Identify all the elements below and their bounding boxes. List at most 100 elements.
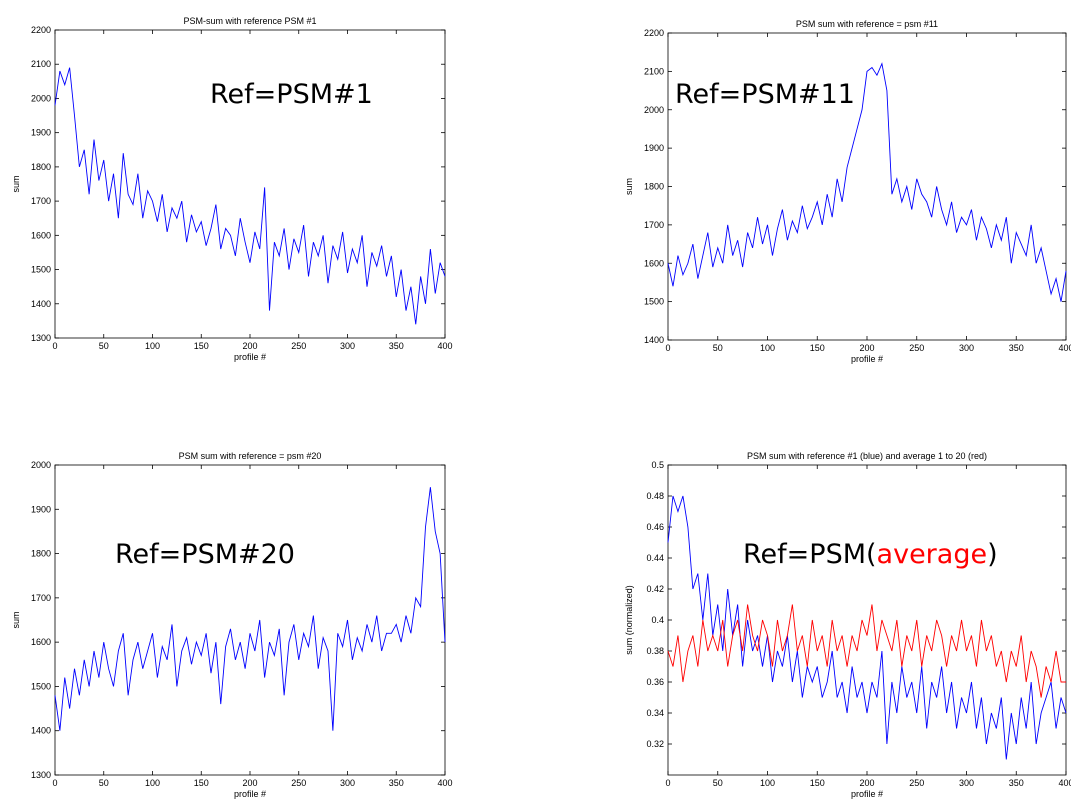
y-tick-label: 1400 <box>31 299 51 309</box>
data-line <box>54 487 446 731</box>
y-tick-label: 1900 <box>31 128 51 138</box>
y-axis-label: sum <box>11 175 21 192</box>
y-tick-label: 0.42 <box>646 584 664 594</box>
x-axis-label: profile # <box>851 354 883 364</box>
x-axis-label: profile # <box>234 789 266 799</box>
x-tick-label: 100 <box>760 778 775 788</box>
x-tick-label: 300 <box>340 778 355 788</box>
y-tick-label: 2000 <box>644 105 664 115</box>
y-tick-label: 1700 <box>31 593 51 603</box>
y-tick-label: 1300 <box>31 333 51 343</box>
y-axis-label: sum <box>11 611 21 628</box>
y-tick-label: 0.4 <box>651 615 664 625</box>
chart-title: PSM-sum with reference PSM #1 <box>183 16 316 26</box>
x-tick-label: 200 <box>242 778 257 788</box>
y-tick-label: 0.34 <box>646 708 664 718</box>
x-tick-label: 50 <box>713 343 723 353</box>
x-tick-label: 350 <box>389 341 404 351</box>
y-tick-label: 2100 <box>644 66 664 76</box>
y-tick-label: 0.5 <box>651 460 664 470</box>
chart-title: PSM sum with reference = psm #20 <box>179 451 322 461</box>
y-tick-label: 2000 <box>31 93 51 103</box>
x-tick-label: 200 <box>859 778 874 788</box>
x-tick-label: 0 <box>665 343 670 353</box>
annotation-part: Ref=PSM#11 <box>675 79 855 110</box>
annotation-part: ) <box>987 539 998 570</box>
plot-frame <box>54 29 446 339</box>
y-tick-label: 1900 <box>644 143 664 153</box>
x-tick-label: 350 <box>389 778 404 788</box>
annotation-part: Ref=PSM( <box>743 539 877 570</box>
y-tick-label: 2000 <box>31 460 51 470</box>
x-tick-label: 150 <box>194 341 209 351</box>
x-tick-label: 250 <box>291 341 306 351</box>
y-tick-label: 1800 <box>644 182 664 192</box>
data-line <box>54 67 446 325</box>
x-tick-label: 150 <box>810 778 825 788</box>
annotation: Ref=PSM#11 <box>675 79 855 110</box>
y-axis-label: sum (normalized) <box>624 585 634 655</box>
x-tick-label: 200 <box>859 343 874 353</box>
x-tick-label: 50 <box>99 341 109 351</box>
plot-frame <box>667 32 1067 341</box>
annotation: Ref=PSM#1 <box>210 79 373 110</box>
y-tick-label: 0.36 <box>646 677 664 687</box>
annotation: Ref=PSM(average) <box>743 539 998 570</box>
x-tick-label: 50 <box>713 778 723 788</box>
x-axis-label: profile # <box>851 789 883 799</box>
y-tick-label: 1600 <box>31 230 51 240</box>
data-line <box>667 604 1066 698</box>
x-tick-label: 100 <box>760 343 775 353</box>
data-line <box>667 495 1067 760</box>
y-tick-label: 2100 <box>31 59 51 69</box>
x-tick-label: 400 <box>1058 343 1071 353</box>
y-axis-label: sum <box>624 178 634 195</box>
y-tick-label: 1500 <box>31 681 51 691</box>
x-tick-label: 250 <box>909 343 924 353</box>
x-tick-label: 0 <box>52 778 57 788</box>
x-tick-label: 350 <box>1009 343 1024 353</box>
x-tick-label: 50 <box>99 778 109 788</box>
y-tick-label: 0.38 <box>646 646 664 656</box>
chart-title: PSM sum with reference #1 (blue) and ave… <box>747 451 987 461</box>
y-tick-label: 1700 <box>31 196 51 206</box>
x-tick-label: 250 <box>909 778 924 788</box>
data-line <box>667 62 1067 302</box>
y-tick-label: 2200 <box>644 28 664 38</box>
y-tick-label: 1500 <box>31 265 51 275</box>
y-tick-label: 1600 <box>31 637 51 647</box>
plot-frame <box>54 464 446 776</box>
y-tick-label: 1400 <box>644 335 664 345</box>
x-tick-label: 400 <box>1058 778 1071 788</box>
x-tick-label: 300 <box>959 778 974 788</box>
chart-title: PSM sum with reference = psm #11 <box>796 19 938 29</box>
annotation: Ref=PSM#20 <box>115 539 295 570</box>
y-tick-label: 1800 <box>31 162 51 172</box>
y-tick-label: 1300 <box>31 770 51 780</box>
x-tick-label: 150 <box>810 343 825 353</box>
y-tick-label: 1800 <box>31 549 51 559</box>
y-tick-label: 1400 <box>31 726 51 736</box>
plot-frame <box>667 464 1067 776</box>
x-tick-label: 0 <box>665 778 670 788</box>
x-tick-label: 350 <box>1009 778 1024 788</box>
y-tick-label: 1500 <box>644 297 664 307</box>
y-tick-label: 2200 <box>31 25 51 35</box>
x-tick-label: 0 <box>52 341 57 351</box>
x-tick-label: 300 <box>959 343 974 353</box>
x-tick-label: 200 <box>242 341 257 351</box>
y-tick-label: 0.44 <box>646 553 664 563</box>
y-tick-label: 1700 <box>644 220 664 230</box>
x-tick-label: 300 <box>340 341 355 351</box>
y-tick-label: 1900 <box>31 504 51 514</box>
y-tick-label: 0.46 <box>646 522 664 532</box>
annotation-part: Ref=PSM#20 <box>115 539 295 570</box>
x-axis-label: profile # <box>234 352 266 362</box>
x-tick-label: 100 <box>145 778 160 788</box>
x-tick-label: 150 <box>194 778 209 788</box>
x-tick-label: 250 <box>291 778 306 788</box>
y-tick-label: 0.32 <box>646 739 664 749</box>
x-tick-label: 400 <box>437 341 452 351</box>
